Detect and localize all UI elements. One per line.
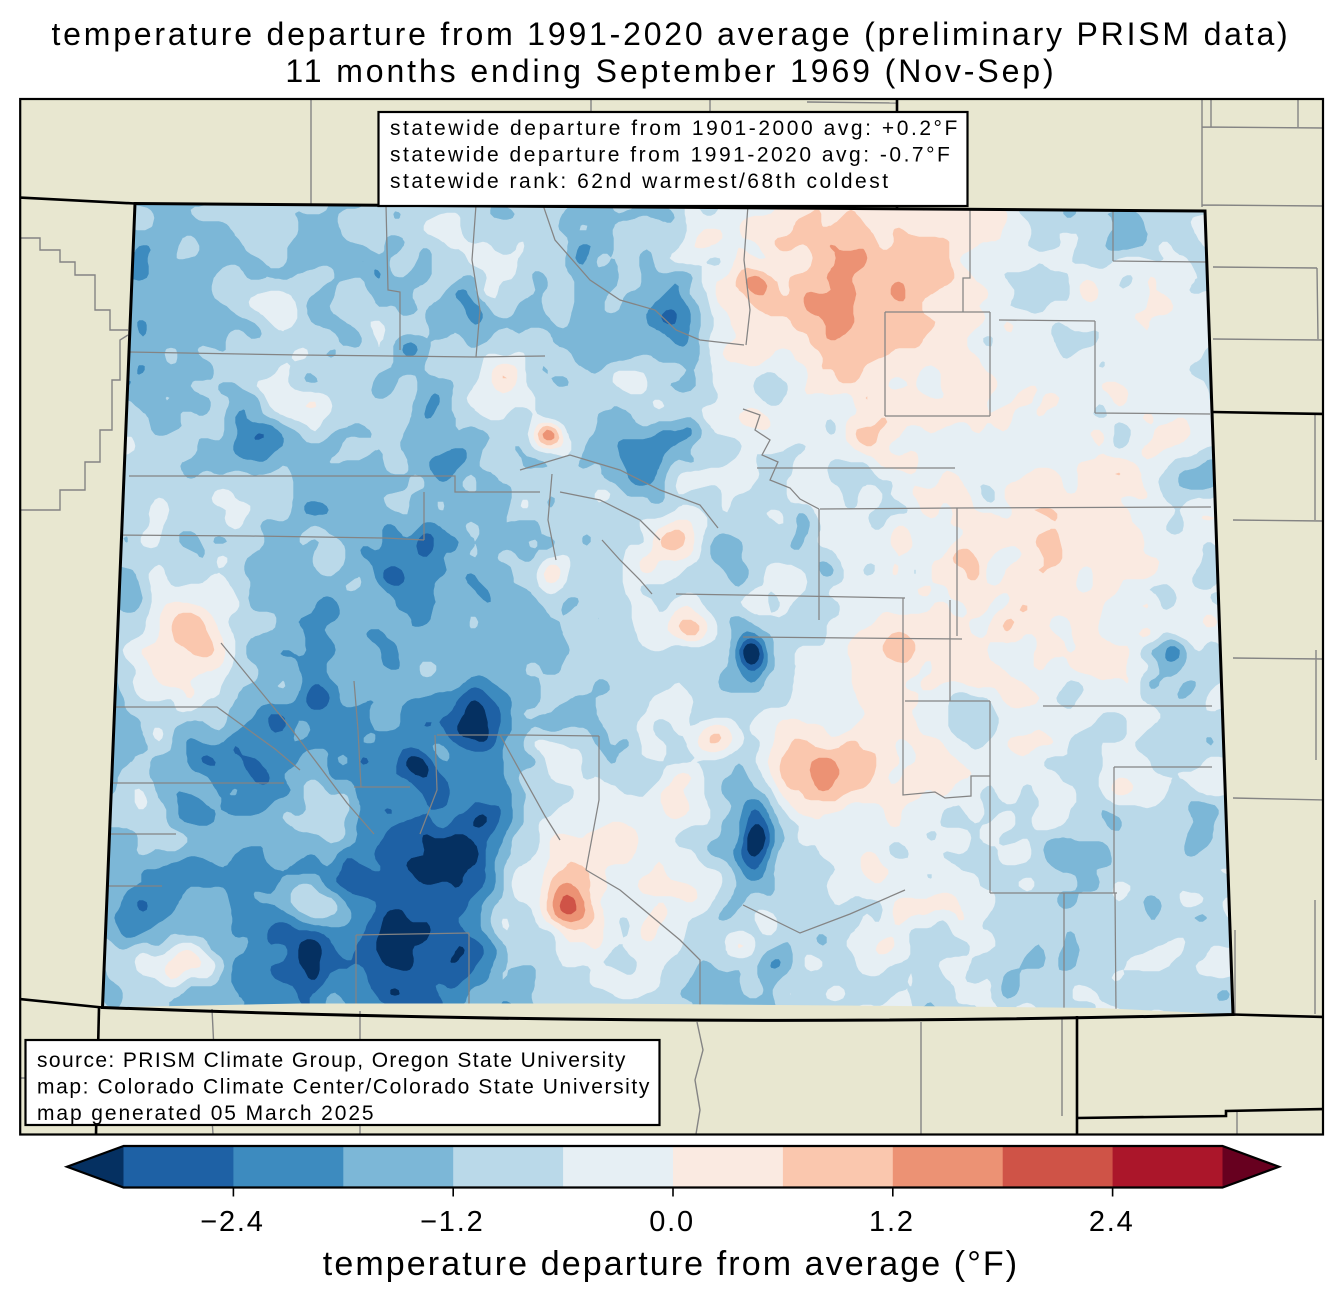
svg-text:statewide departure from 1991-: statewide departure from 1991-2020 avg: … [390, 144, 952, 167]
svg-text:11 months ending September 196: 11 months ending September 1969 (Nov-Sep… [285, 53, 1056, 89]
svg-text:1.2: 1.2 [869, 1206, 915, 1238]
svg-text:temperature departure from ave: temperature departure from average (°F) [323, 1245, 1019, 1283]
svg-text:source: PRISM Climate Group, O: source: PRISM Climate Group, Oregon Stat… [37, 1049, 627, 1072]
svg-text:statewide rank: 62nd warmest/6: statewide rank: 62nd warmest/68th coldes… [390, 170, 891, 193]
svg-text:map: Colorado Climate Center/C: map: Colorado Climate Center/Colorado St… [37, 1076, 651, 1099]
svg-text:−2.4: −2.4 [200, 1206, 264, 1238]
svg-text:map generated 05 March 2025: map generated 05 March 2025 [37, 1102, 376, 1125]
svg-text:statewide departure from 1901-: statewide departure from 1901-2000 avg: … [390, 117, 960, 140]
svg-text:0.0: 0.0 [649, 1206, 695, 1238]
svg-text:−1.2: −1.2 [420, 1206, 484, 1238]
svg-text:2.4: 2.4 [1089, 1206, 1135, 1238]
svg-text:temperature departure from 199: temperature departure from 1991-2020 ave… [51, 16, 1290, 52]
